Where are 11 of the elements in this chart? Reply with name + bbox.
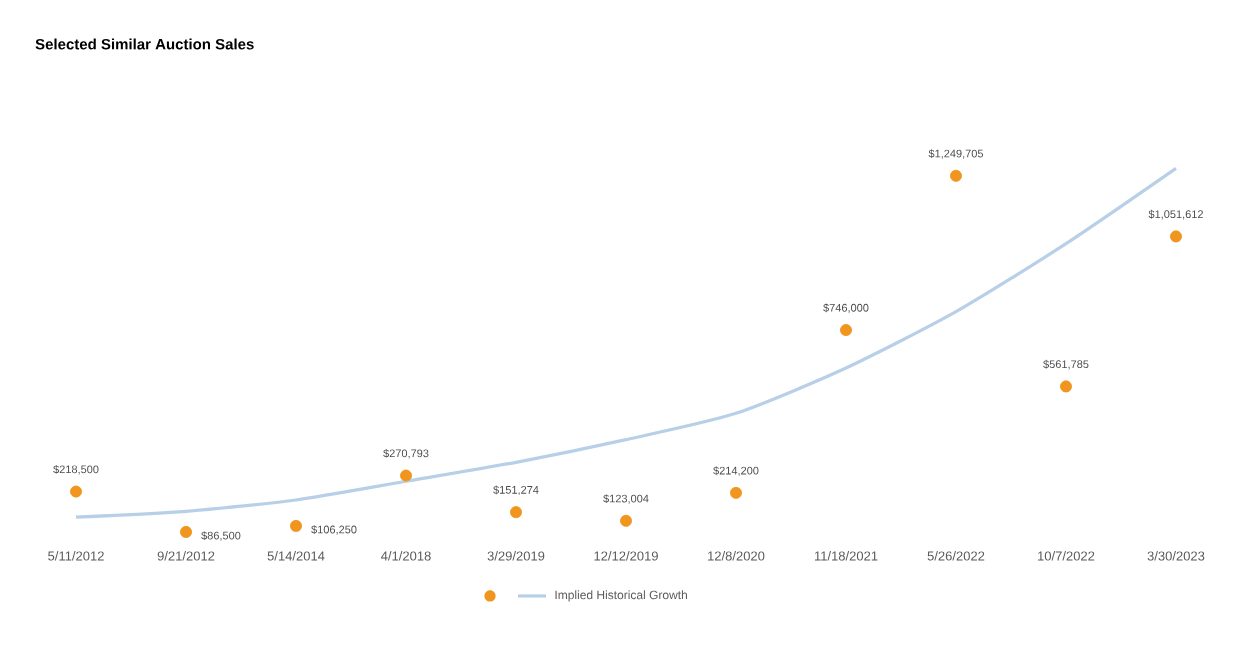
point	[290, 519, 303, 532]
point	[1169, 230, 1182, 243]
point	[730, 486, 742, 499]
point	[180, 525, 193, 538]
point	[510, 506, 523, 519]
point	[840, 324, 852, 337]
point	[1059, 380, 1072, 393]
point	[620, 514, 633, 527]
point	[400, 469, 413, 482]
point	[70, 485, 83, 498]
point	[949, 169, 962, 182]
